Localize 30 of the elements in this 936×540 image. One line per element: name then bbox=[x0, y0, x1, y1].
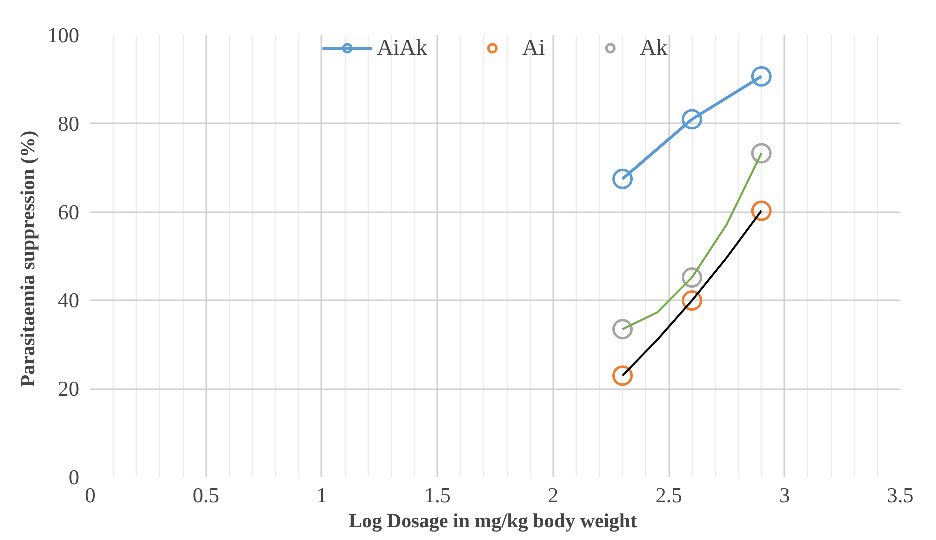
y-tick-label: 80 bbox=[58, 112, 80, 136]
legend-label: AiAk bbox=[377, 35, 428, 61]
y-tick-label: 20 bbox=[58, 377, 80, 402]
y-tick-label: 0 bbox=[68, 466, 80, 490]
x-tick-label: 0 bbox=[85, 484, 96, 508]
point bbox=[612, 366, 634, 386]
x-axis-title: Log Dosage in mg/kg body weight bbox=[348, 510, 638, 532]
point bbox=[612, 319, 634, 340]
x-tick-label: 2 bbox=[548, 484, 559, 508]
point bbox=[751, 66, 772, 87]
x-tick-label: 3 bbox=[779, 484, 790, 508]
line-series bbox=[622, 210, 763, 377]
y-tick-label: 40 bbox=[58, 288, 80, 313]
point bbox=[682, 267, 702, 288]
x-tick-label: 1.5 bbox=[424, 484, 451, 508]
x-tick-label: 3.5 bbox=[887, 484, 914, 508]
point bbox=[751, 143, 772, 164]
point bbox=[682, 290, 702, 311]
legend-label: Ak bbox=[640, 35, 668, 61]
x-tick-label: 0.5 bbox=[192, 484, 220, 508]
y-tick-label: 100 bbox=[48, 24, 80, 48]
point bbox=[612, 168, 634, 190]
x-tick-label: 1 bbox=[316, 484, 328, 508]
point bbox=[751, 200, 772, 222]
x-tick-label: 2.5 bbox=[656, 484, 682, 508]
y-tick-label: 60 bbox=[58, 200, 80, 224]
point bbox=[682, 109, 702, 130]
line-series bbox=[622, 152, 763, 330]
legend-label: Ai bbox=[522, 35, 546, 61]
y-axis-title: Parasitaemia suppression (%) bbox=[18, 130, 40, 388]
